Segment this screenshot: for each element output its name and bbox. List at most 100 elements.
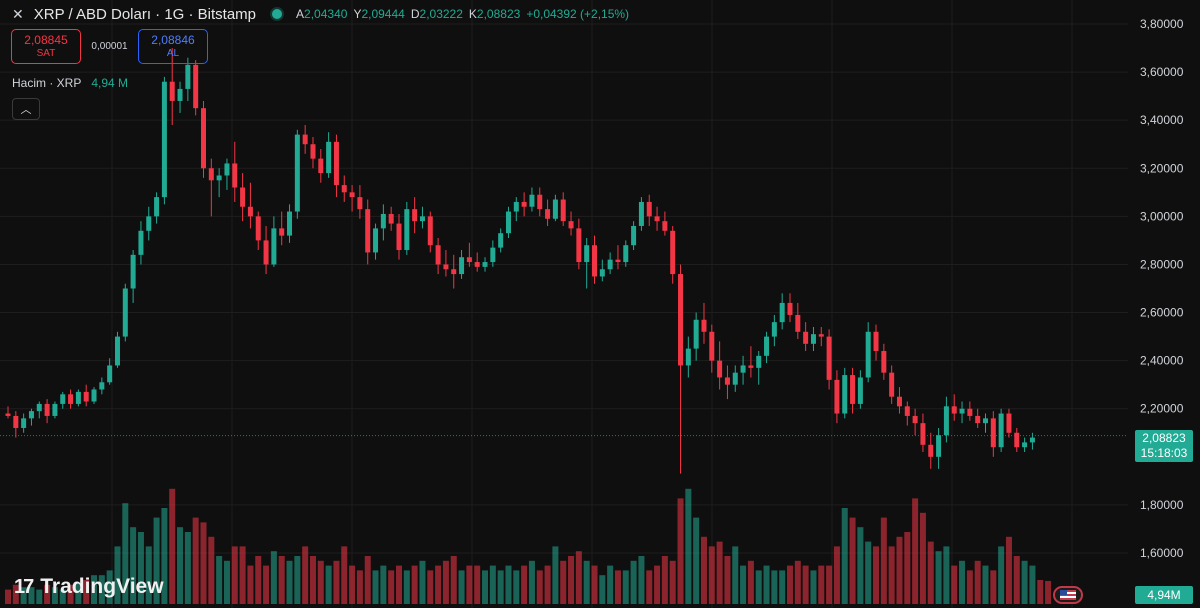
candle — [967, 401, 973, 421]
tradingview-logo[interactable]: 17 TradingView — [14, 575, 164, 599]
trade-panel: 2,08845 SAT 0,00001 2,08846 AL — [11, 29, 208, 64]
candle-body — [169, 81, 175, 101]
volume-bar — [740, 565, 747, 604]
candle — [631, 221, 637, 251]
volume-bar — [59, 589, 66, 604]
candle — [584, 238, 590, 289]
candle — [427, 211, 433, 253]
candle-body — [161, 81, 167, 198]
candle — [247, 182, 253, 229]
symbol-title[interactable]: XRP / ABD Doları · 1G · Bitstamp — [33, 5, 257, 23]
volume-bar — [794, 560, 801, 604]
candle — [224, 158, 230, 190]
candle — [795, 302, 801, 339]
volume-bar — [849, 517, 856, 604]
volume-bar — [896, 536, 903, 604]
candle-body — [5, 413, 11, 416]
candle — [28, 408, 34, 426]
candle — [130, 250, 136, 303]
candle — [920, 413, 926, 453]
candle-body — [998, 413, 1004, 448]
close-key: K — [468, 7, 477, 21]
candle-body — [631, 225, 637, 246]
candle-body — [122, 288, 128, 337]
candle — [1022, 437, 1028, 453]
close-icon[interactable]: ✕ — [12, 5, 24, 22]
volume-bar — [98, 575, 105, 604]
candle — [638, 197, 644, 231]
candle-body — [310, 144, 316, 159]
price-tick-label: 1,80000 — [1140, 498, 1184, 512]
candle-body — [693, 319, 699, 349]
candle — [732, 365, 738, 392]
volume-bar — [826, 565, 833, 604]
open-key: A — [296, 7, 305, 21]
candle — [435, 238, 441, 275]
candle-body — [318, 158, 324, 174]
candle — [365, 199, 371, 265]
candle — [107, 358, 113, 385]
volume-bar — [873, 546, 880, 604]
candle-body — [607, 259, 613, 270]
candle — [21, 413, 27, 433]
candle-body — [107, 365, 113, 383]
candle-body — [427, 216, 433, 246]
candle — [983, 413, 988, 433]
candle — [740, 355, 746, 385]
candle — [826, 329, 832, 390]
candle-body — [443, 264, 449, 270]
volume-bar — [106, 570, 113, 604]
volume-bar — [888, 546, 895, 604]
candle-body — [826, 336, 832, 380]
candle-body — [912, 415, 918, 424]
candle-body — [75, 391, 81, 404]
candle — [896, 387, 902, 414]
candle-body — [560, 199, 566, 222]
candle-body — [545, 209, 551, 219]
price-tick-label: 3,00000 — [1140, 209, 1184, 223]
current-price-label: 2,08823 — [1142, 431, 1186, 445]
volume-badge: 4,94M — [1135, 586, 1193, 604]
volume-bar — [966, 570, 973, 604]
us-flag-icon[interactable] — [1053, 586, 1083, 604]
candle — [75, 389, 81, 407]
volume-bar — [935, 551, 942, 604]
volume-legend[interactable]: Hacim · XRP 4,94 M — [12, 76, 128, 90]
volume-bar — [1021, 560, 1028, 604]
candle — [177, 81, 183, 113]
candle — [646, 194, 652, 226]
grid-lines — [0, 0, 1128, 608]
volume-bar — [904, 532, 911, 604]
sell-button[interactable]: 2,08845 SAT — [11, 29, 81, 64]
candle-body — [638, 201, 644, 226]
price-axis[interactable]: 3,80000 3,60000 3,40000 3,20000 3,00000 2,800… — [1140, 17, 1184, 560]
volume-bar — [36, 589, 43, 604]
sell-price: 2,08845 — [24, 32, 68, 47]
candle — [576, 218, 582, 270]
candle-body — [920, 423, 926, 445]
volume-bar — [568, 556, 575, 604]
candle-body — [216, 175, 222, 181]
volume-bar — [755, 570, 762, 604]
buy-button[interactable]: 2,08846 AL — [138, 29, 208, 64]
candle — [881, 343, 887, 380]
volume-bar — [669, 560, 676, 604]
volume-bar — [153, 517, 160, 604]
candle — [592, 235, 597, 284]
candle-body — [584, 245, 590, 263]
candle — [654, 206, 660, 231]
candle — [146, 206, 152, 241]
volume-bar — [982, 565, 989, 604]
volume-bar — [787, 565, 793, 604]
candle-body — [60, 394, 66, 404]
volume-bar — [818, 565, 825, 604]
volume-bar — [833, 546, 840, 604]
volume-bar — [255, 556, 262, 604]
price-tick-label: 3,60000 — [1140, 65, 1184, 79]
chevron-up-icon[interactable]: ︿ — [12, 98, 40, 120]
candle-body — [36, 403, 42, 412]
candle — [873, 324, 879, 361]
candle-body — [678, 274, 684, 366]
volume-bar — [700, 536, 707, 604]
